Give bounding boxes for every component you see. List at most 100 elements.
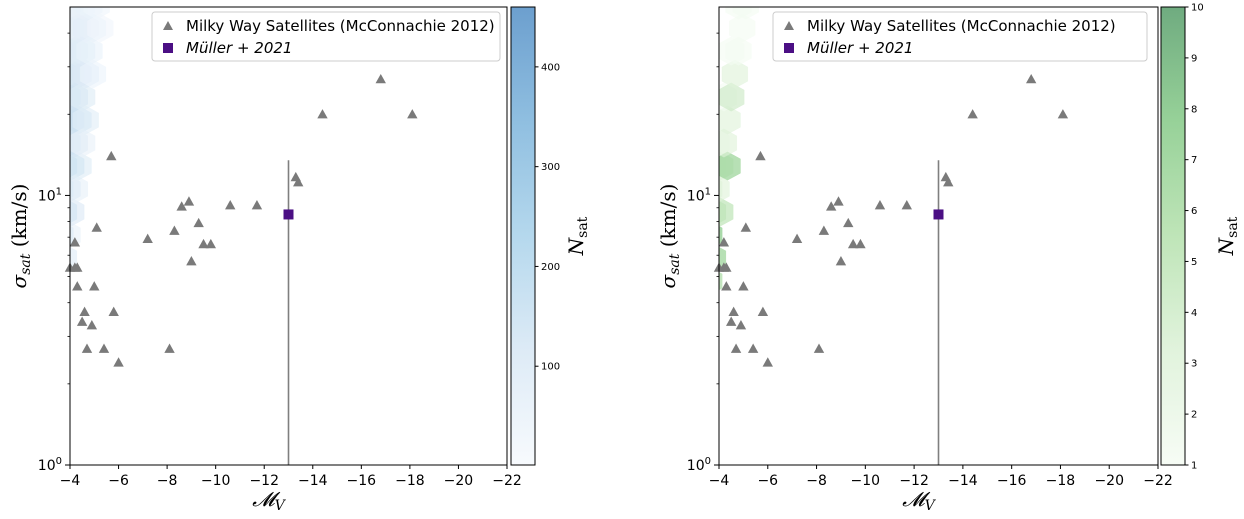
hexbin-cell bbox=[689, 267, 715, 296]
hexbin-cell bbox=[719, 197, 734, 227]
satellite-point bbox=[293, 176, 304, 187]
satellite-point bbox=[740, 222, 752, 232]
hexbin-cell bbox=[33, 83, 59, 112]
satellite-point bbox=[718, 237, 730, 247]
satellite-point bbox=[225, 199, 236, 210]
x-tick-label: −16 bbox=[997, 473, 1027, 489]
legend-label: Müller + 2021 bbox=[186, 39, 292, 57]
satellite-point bbox=[725, 316, 737, 326]
satellite-point bbox=[943, 176, 954, 187]
hexbin-cell bbox=[7, 382, 33, 411]
hexbin-cell bbox=[641, 428, 667, 457]
hexbin-cell bbox=[40, 221, 66, 250]
hexbin-cell bbox=[36, 290, 62, 319]
satellite-point bbox=[375, 73, 386, 84]
satellite-point bbox=[198, 238, 209, 249]
muller-point bbox=[283, 209, 294, 220]
satellite-point bbox=[317, 109, 328, 119]
colorbar-tick-label: 9 bbox=[1191, 53, 1197, 64]
satellite-point bbox=[738, 281, 749, 291]
hexbin-cell bbox=[721, 59, 749, 89]
x-tick-label: −4 bbox=[60, 473, 81, 489]
hexbin-cell bbox=[719, 271, 723, 291]
y-tick-exp: 0 bbox=[56, 456, 62, 467]
hexbin-cell bbox=[22, 336, 48, 365]
hexbin-cell bbox=[70, 82, 96, 112]
hexbin-cell bbox=[11, 313, 37, 342]
hexbin-layer bbox=[638, 7, 760, 457]
satellite-point bbox=[855, 238, 866, 249]
satellite-point bbox=[735, 320, 747, 330]
hexbin-cell bbox=[663, 382, 689, 411]
hexbin-cell bbox=[0, 382, 19, 411]
legend: Milky Way Satellites (McConnachie 2012) M… bbox=[151, 11, 501, 62]
satellite-point bbox=[183, 196, 195, 206]
hexbin-cell bbox=[72, 105, 99, 135]
satellite-point bbox=[874, 199, 886, 210]
x-axis-title: 𝓜V bbox=[902, 487, 936, 514]
x-tick-label: −10 bbox=[201, 473, 231, 489]
hexbin-cell bbox=[4, 313, 30, 342]
satellite-point bbox=[164, 343, 175, 353]
hexbin-cell bbox=[29, 290, 55, 319]
colorbar-tick-label: 200 bbox=[541, 262, 560, 273]
x-tick-label: −22 bbox=[492, 473, 522, 489]
colorbar-tick-label: 10 bbox=[1191, 3, 1204, 14]
colorbar-symbol: N bbox=[1214, 236, 1238, 256]
hexbin-cell bbox=[0, 290, 26, 319]
hexbin-cell bbox=[693, 290, 719, 319]
hexbin-cell bbox=[70, 41, 74, 61]
satellite-point bbox=[81, 343, 93, 353]
hexbin-cell bbox=[44, 106, 70, 135]
satellite-point bbox=[791, 233, 803, 244]
hexbin-cell bbox=[682, 267, 708, 296]
satellite-point bbox=[721, 262, 732, 272]
hexbin-cell bbox=[87, 13, 114, 43]
satellite-point bbox=[98, 343, 110, 353]
hexbin-cell bbox=[667, 359, 693, 388]
hexbin-cell bbox=[685, 244, 711, 272]
colorbar-tick-label: 100 bbox=[541, 362, 560, 373]
satellite-point bbox=[113, 357, 124, 367]
hexbin-cell bbox=[667, 313, 693, 342]
hexbin-cell bbox=[18, 313, 44, 342]
colorbar-tick-label: 7 bbox=[1191, 155, 1197, 166]
y-axis-units: (km/s) bbox=[7, 184, 31, 254]
y-tick-label: 101 bbox=[38, 186, 62, 204]
hexbin-cell bbox=[44, 152, 70, 181]
hexbin-cell bbox=[40, 267, 66, 296]
x-tick-label: −20 bbox=[444, 473, 474, 489]
y-axis-subscript: sat bbox=[667, 253, 683, 275]
colorbar-symbol: N bbox=[564, 236, 588, 256]
satellite-point bbox=[193, 217, 204, 228]
y-tick-exp: 1 bbox=[705, 186, 711, 197]
satellite-point bbox=[833, 196, 844, 206]
hexbin-cell bbox=[674, 313, 700, 342]
y-tick-base: 10 bbox=[38, 188, 56, 204]
satellite-point bbox=[721, 281, 732, 291]
y-axis-title: σsat (km/s) bbox=[7, 184, 34, 289]
colorbar-frame bbox=[510, 6, 536, 466]
right-panel: −4 −6 −8 −10 −12 −14 −16 −18 −20 −22100101𝓜Vσsat … bbox=[638, 3, 1241, 515]
hexbin-cell bbox=[18, 129, 44, 158]
hexbin-cell bbox=[29, 106, 55, 135]
satellite-point bbox=[1025, 73, 1037, 84]
y-axis-symbol: σ bbox=[656, 273, 680, 288]
y-axis-subscript: sat bbox=[18, 253, 34, 275]
satellite-point bbox=[757, 306, 769, 316]
satellite-point bbox=[108, 306, 119, 316]
hexbin-cell bbox=[7, 336, 33, 365]
colorbar-tick-label: 1 bbox=[1191, 461, 1197, 472]
hexbin-cell bbox=[36, 244, 62, 272]
y-tick-base: 10 bbox=[687, 188, 705, 204]
hexbin-cell bbox=[638, 359, 664, 388]
satellite-point bbox=[407, 109, 418, 119]
hexbin-cell bbox=[663, 290, 689, 319]
x-tick-label: −4 bbox=[709, 473, 730, 489]
satellite-point bbox=[730, 343, 742, 353]
y-axis-units: (km/s) bbox=[656, 184, 680, 254]
colorbar-subscript: sat bbox=[1225, 216, 1241, 238]
hexbin-cell bbox=[26, 129, 52, 158]
hexbin-cell bbox=[70, 225, 74, 245]
